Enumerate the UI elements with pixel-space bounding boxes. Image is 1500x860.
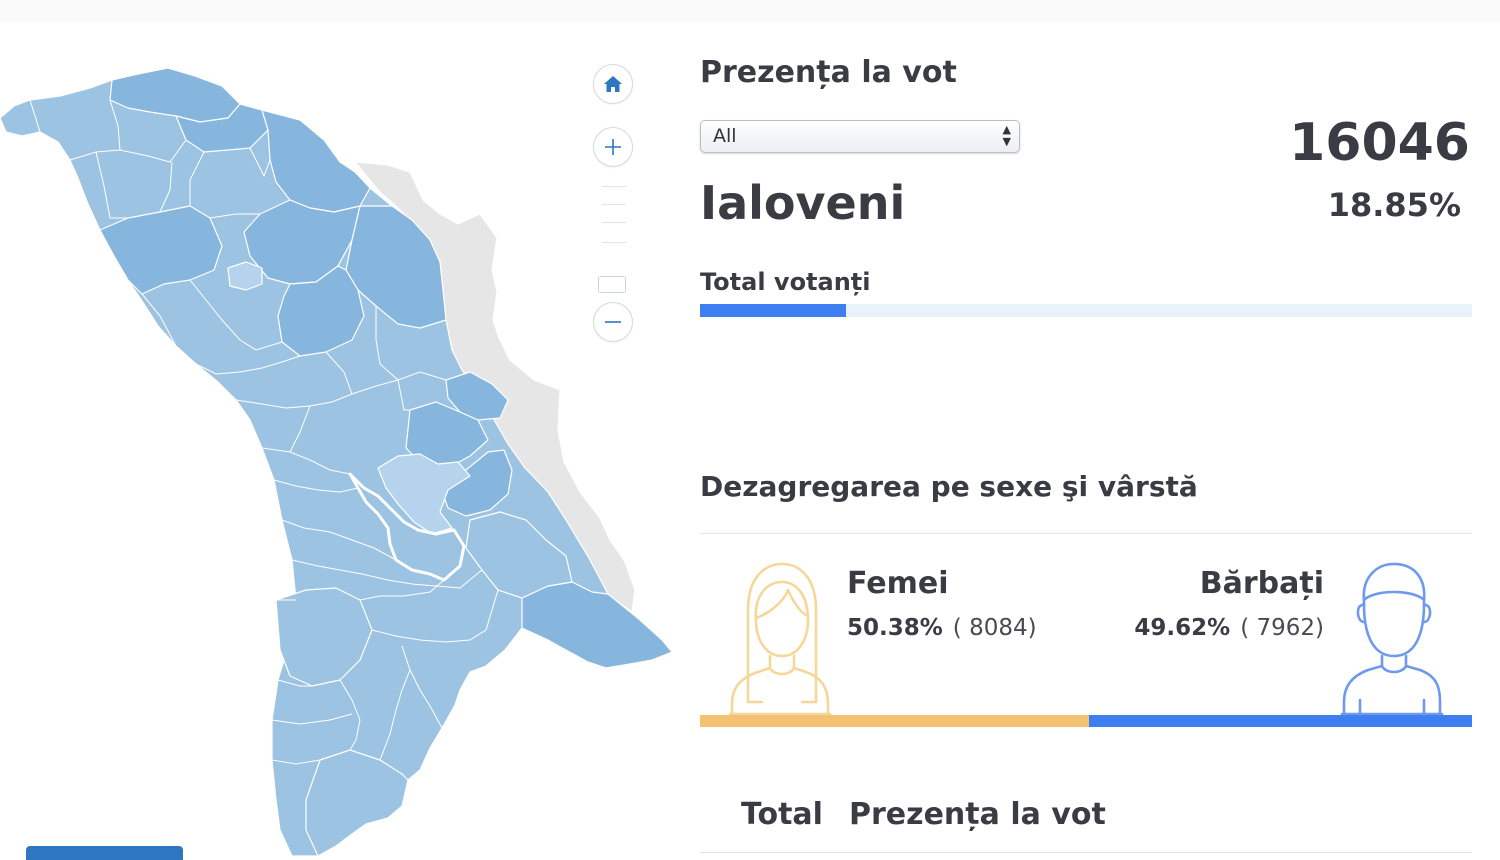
male-count: ( 7962) — [1240, 615, 1324, 641]
region-dubasari[interactable] — [445, 371, 509, 421]
male-label: Bărbați — [1199, 566, 1324, 601]
top-strip — [0, 0, 1500, 22]
turnout-panel: Prezența la vot All ▲ ▼ 16046 Ialoveni 18… — [700, 0, 1472, 856]
turnout-progress-fill — [700, 304, 846, 317]
home-button[interactable] — [593, 64, 633, 104]
male-percent: 49.62% — [1134, 615, 1231, 641]
region-anenii-noi[interactable] — [439, 449, 513, 517]
region-causeni[interactable] — [465, 511, 573, 599]
female-count: ( 8084) — [952, 615, 1037, 641]
region-balti[interactable] — [227, 261, 263, 291]
female-percent: 50.38% — [847, 615, 943, 641]
filter-select[interactable]: All ▲ ▼ — [700, 120, 1020, 153]
district-name: Ialoveni — [700, 176, 906, 230]
man-icon — [1340, 562, 1444, 716]
table-header-total: Total — [741, 797, 823, 832]
turnout-percent: 18.85% — [1327, 186, 1461, 224]
male-stats: 49.62% ( 7962) — [1134, 615, 1324, 641]
region-lower-left[interactable] — [275, 587, 373, 687]
region-ialoveni-selected[interactable] — [348, 472, 466, 582]
table-header-turnout: Prezența la vot — [849, 797, 1106, 832]
table-divider — [700, 852, 1472, 853]
woman-icon — [728, 562, 832, 716]
filter-selected-value: All — [713, 125, 737, 147]
select-arrows-icon: ▲ ▼ — [1002, 123, 1011, 148]
breakdown-title: Dezagregarea pe sexe şi vârstă — [700, 470, 1198, 503]
total-voters-count: 16046 — [1289, 113, 1470, 173]
gender-split-female — [700, 715, 1089, 727]
female-label: Femei — [847, 566, 949, 601]
female-stats: 50.38% ( 8084) — [847, 615, 1037, 641]
zoom-tick — [602, 186, 626, 187]
region-telenesti[interactable] — [277, 265, 365, 357]
section-divider — [700, 533, 1472, 534]
zoom-out-button[interactable] — [593, 302, 633, 342]
home-icon — [604, 76, 622, 92]
district-borders — [29, 99, 499, 765]
zoom-in-button[interactable] — [593, 127, 633, 167]
map-footer-button[interactable] — [26, 846, 183, 860]
zoom-slider-handle[interactable] — [598, 276, 626, 293]
turnout-progress-bar — [700, 304, 1472, 317]
turnout-title: Prezența la vot — [700, 55, 957, 90]
zoom-tick — [602, 222, 626, 223]
region-cahul-south[interactable] — [305, 749, 409, 856]
zoom-tick — [602, 242, 626, 243]
moldova-map[interactable] — [0, 22, 690, 856]
region-stefan-voda[interactable] — [521, 581, 673, 669]
plus-icon — [605, 139, 621, 155]
zoom-tick — [602, 204, 626, 205]
total-voters-label: Total votanți — [700, 268, 871, 296]
region-chisinau[interactable] — [377, 453, 471, 535]
gender-split-bar — [700, 715, 1472, 727]
map-canvas[interactable] — [0, 22, 690, 856]
minus-icon — [605, 321, 621, 323]
